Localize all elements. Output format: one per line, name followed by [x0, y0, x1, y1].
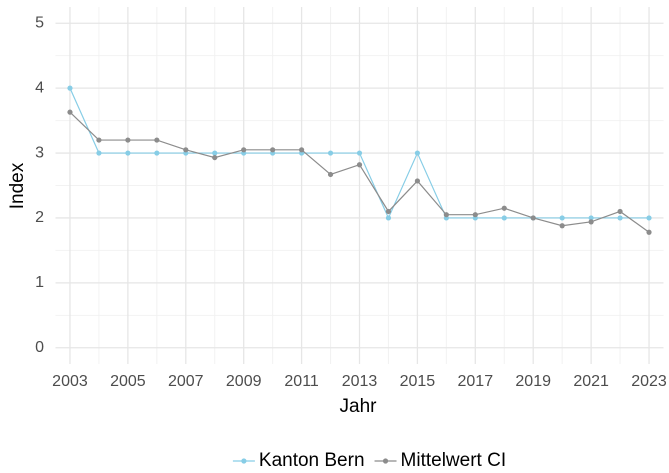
x-tick-label: 2007: [168, 373, 204, 390]
data-point: [588, 219, 594, 225]
x-tick-label: 2005: [110, 373, 146, 390]
data-point: [298, 147, 305, 153]
y-tick-label: 1: [35, 274, 44, 291]
y-tick-label: 5: [35, 14, 44, 31]
data-point: [385, 208, 392, 215]
legend-label: Mittelwert CI: [401, 450, 507, 468]
data-point: [327, 150, 334, 156]
data-point: [443, 212, 449, 218]
data-point: [646, 215, 652, 221]
data-point: [472, 212, 478, 218]
data-point: [270, 147, 276, 153]
y-tick-label: 3: [35, 144, 44, 161]
data-point: [154, 137, 160, 143]
legend-label: Kanton Bern: [259, 450, 365, 468]
data-point: [617, 208, 623, 215]
data-point: [212, 150, 218, 156]
legend-key-point: [241, 458, 247, 464]
y-axis-title: Index: [7, 162, 28, 209]
data-point: [67, 109, 73, 115]
x-axis-title: Jahr: [340, 396, 378, 417]
data-point: [414, 150, 421, 156]
y-tick-label: 4: [35, 79, 44, 96]
x-tick-label: 2017: [458, 373, 494, 390]
data-point: [559, 223, 565, 229]
data-point: [125, 150, 131, 156]
data-point: [617, 215, 623, 221]
data-point: [96, 150, 102, 156]
data-point: [241, 147, 247, 153]
data-point: [212, 154, 218, 161]
x-tick-label: 2003: [52, 373, 88, 390]
data-point: [154, 150, 160, 156]
x-tick-label: 2023: [631, 373, 667, 390]
legend: Kanton Bern Mittelwert CI: [232, 450, 507, 471]
data-point: [559, 215, 565, 221]
y-tick-label: 2: [35, 209, 44, 226]
data-point: [96, 137, 102, 143]
data-point: [356, 162, 363, 168]
x-tick-label: 2015: [400, 373, 436, 390]
x-tick-label: 2019: [515, 373, 551, 390]
legend-key-point: [382, 458, 389, 464]
x-tick-label: 2021: [573, 373, 609, 390]
y-tick-label: 0: [35, 339, 44, 356]
data-point: [327, 171, 334, 178]
data-point: [356, 150, 363, 156]
data-point: [183, 147, 189, 153]
data-point: [530, 215, 536, 221]
x-tick-label: 2013: [342, 373, 378, 390]
x-tick-label: 2009: [226, 373, 262, 390]
data-point: [125, 137, 131, 143]
data-point: [414, 178, 421, 184]
data-point: [501, 215, 507, 221]
x-tick-label: 2011: [284, 373, 319, 390]
data-point: [67, 85, 73, 91]
data-point: [588, 215, 594, 221]
data-point: [385, 215, 392, 221]
data-point: [646, 229, 652, 235]
data-point: [501, 205, 507, 211]
